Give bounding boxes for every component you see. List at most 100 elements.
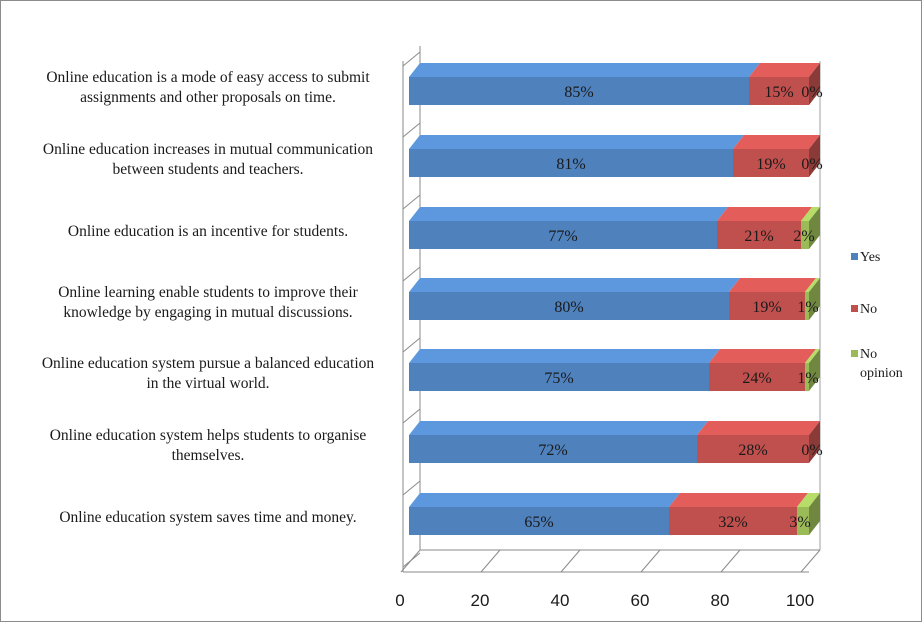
data-label-no-opinion: 1% <box>797 370 818 387</box>
data-label-no-opinion: 3% <box>789 514 810 531</box>
category-label: Online education system saves time and m… <box>59 509 356 526</box>
data-label-no-opinion: 0% <box>801 442 822 459</box>
category-label-line: knowledge by engaging in mutual discussi… <box>63 304 352 321</box>
category-label: Online education system pursue a balance… <box>42 355 375 392</box>
x-tick-label: 60 <box>631 591 650 610</box>
category-label-line: Online education is an incentive for stu… <box>68 223 348 240</box>
data-label-no: 24% <box>742 370 771 387</box>
x-tick-label: 20 <box>471 591 490 610</box>
category-divider <box>402 51 421 67</box>
category-divider <box>402 194 421 210</box>
bar-no <box>749 77 809 105</box>
bar-no-top <box>729 278 816 292</box>
data-labels: 85% 15% 0% 81% 19% 0% 77% 21% 2% 80% 19% 1% 75% 24% 1%… <box>524 84 822 531</box>
data-label-yes: 80% <box>554 299 583 316</box>
legend-label: Yes <box>860 250 880 265</box>
data-label-yes: 81% <box>556 156 585 173</box>
bar-no-top <box>733 135 820 149</box>
bar-no <box>697 435 809 463</box>
bars <box>409 63 820 535</box>
bar-yes <box>409 77 749 105</box>
bar-no <box>733 149 809 177</box>
bar-no <box>669 507 797 535</box>
legend: Yes No No opinion <box>851 250 903 381</box>
bar-no-opinion <box>797 507 809 535</box>
category-divider <box>402 480 421 496</box>
bar-no-opinion-top <box>805 349 820 363</box>
bar-yes-top <box>409 493 680 507</box>
legend-label: No opinion <box>860 347 903 381</box>
x-tick-label: 80 <box>711 591 730 610</box>
bar-end-face <box>809 421 820 463</box>
category-label-line: themselves. <box>172 447 245 464</box>
data-label-no-opinion: 0% <box>801 84 822 101</box>
data-label-no: 28% <box>738 442 767 459</box>
category-label-line: Online education system saves time and m… <box>59 509 356 526</box>
data-label-no-opinion: 2% <box>793 228 814 245</box>
data-label-no-opinion: 0% <box>801 156 822 173</box>
bar-yes-top <box>409 135 744 149</box>
bar-end-face <box>809 63 820 105</box>
bar-no-top <box>669 493 808 507</box>
bar-no-top <box>749 63 820 77</box>
category-label-line: Online education is a mode of easy acces… <box>46 69 370 86</box>
bar-yes-top <box>409 278 740 292</box>
bar-no <box>729 292 805 320</box>
bar-yes <box>409 363 709 391</box>
category-label: Online education is an incentive for stu… <box>68 223 348 240</box>
data-label-yes: 85% <box>564 84 593 101</box>
bar-end-face <box>809 207 820 249</box>
x-tick-line <box>400 549 421 573</box>
data-label-no: 21% <box>744 228 773 245</box>
x-tick-label: 40 <box>551 591 570 610</box>
bar-no <box>717 221 801 249</box>
data-label-no: 19% <box>752 299 781 316</box>
category-label-line: between students and teachers. <box>112 161 303 178</box>
x-tick-label: 0 <box>395 591 404 610</box>
category-label-line: Online education increases in mutual com… <box>43 141 373 158</box>
legend-label-line: No <box>860 347 877 362</box>
x-tick-line <box>560 549 581 573</box>
bar-yes <box>409 292 729 320</box>
data-label-yes: 65% <box>524 514 553 531</box>
bar-no-opinion <box>801 221 809 249</box>
data-label-no: 32% <box>718 514 747 531</box>
bar-end-face <box>809 278 820 320</box>
bar-end-face <box>809 349 820 391</box>
bar-yes-top <box>409 207 728 221</box>
category-label-line: Online education system pursue a balance… <box>42 355 375 372</box>
legend-swatch-no <box>851 305 858 312</box>
data-label-no: 15% <box>764 84 793 101</box>
data-label-yes: 72% <box>538 442 567 459</box>
category-label-line: Online education system helps students t… <box>50 427 367 444</box>
bar-yes <box>409 221 717 249</box>
category-label-line: assignments and other proposals on time. <box>80 89 336 106</box>
category-label: Online learning enable students to impro… <box>58 284 358 321</box>
bar-no-opinion-top <box>805 278 820 292</box>
bar-yes-top <box>409 421 708 435</box>
category-divider <box>402 408 421 424</box>
x-tick-line <box>800 549 821 573</box>
category-labels: Online education is a mode of easy acces… <box>42 69 375 526</box>
category-label-line: Online learning enable students to impro… <box>58 284 358 301</box>
bar-no-top <box>697 421 820 435</box>
legend-label: No <box>860 302 877 317</box>
category-label: Online education system helps students t… <box>50 427 367 464</box>
data-label-yes: 75% <box>544 370 573 387</box>
x-tick-line <box>480 549 501 573</box>
bar-end-face <box>809 135 820 177</box>
x-tick-line <box>640 549 661 573</box>
category-divider <box>402 266 421 282</box>
x-axis-ticks: 0 20 40 60 80 100 <box>395 549 821 610</box>
category-divider <box>402 122 421 138</box>
bar-yes-top <box>409 349 720 363</box>
category-label-line: in the virtual world. <box>146 375 269 392</box>
data-label-yes: 77% <box>548 228 577 245</box>
bar-yes-top <box>409 63 760 77</box>
bar-no-top <box>717 207 812 221</box>
bar-no-opinion <box>805 363 809 391</box>
bar-no-opinion-top <box>801 207 820 221</box>
data-label-no-opinion: 1% <box>797 299 818 316</box>
